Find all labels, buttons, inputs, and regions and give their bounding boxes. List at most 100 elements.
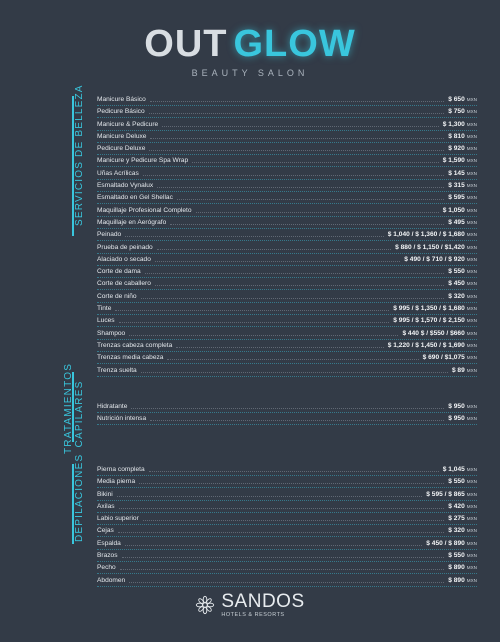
- price-value: $ 995 / $ 1,570 / $ 2,150: [393, 317, 465, 325]
- service-price: $ 595 MXN: [448, 192, 477, 203]
- service-name: Trenzas media cabeza: [97, 354, 164, 362]
- dotted-leader: [150, 134, 445, 139]
- dotted-leader: [131, 404, 445, 409]
- service-name: Tinte: [97, 305, 112, 313]
- dotted-leader: [115, 306, 390, 312]
- service-price: $ 810 MXN: [448, 131, 477, 142]
- service-name: Shampoo: [97, 329, 126, 337]
- service-name: Maquillaje Profesional Completo: [97, 206, 192, 214]
- service-name: Cejas: [97, 527, 114, 535]
- logo-subtitle: BEAUTY SALON: [191, 68, 309, 78]
- dotted-leader: [142, 516, 445, 522]
- currency-label: MXN: [466, 146, 477, 152]
- price-row: Manicure y Pedicure Spa Wrap $ 1,590 MXN: [97, 155, 477, 168]
- service-name: Axilas: [97, 502, 115, 510]
- price-value: $ 1,220 / $ 1,450 / $ 1,690: [387, 341, 465, 349]
- service-price: $ 320 MXN: [448, 525, 477, 536]
- price-value: $ 420: [448, 502, 465, 510]
- currency-label: MXN: [466, 479, 477, 485]
- service-name: Trenza suelta: [97, 366, 137, 374]
- service-price: $ 690 / $1,075 MXN: [423, 352, 477, 363]
- price-row: Pecho $ 890 MXN: [97, 562, 477, 575]
- currency-label: MXN: [466, 367, 477, 373]
- price-value: $ 750: [448, 108, 465, 116]
- service-price: $ 995 / $ 1,350 / $ 1,680 MXN: [393, 303, 477, 314]
- currency-label: MXN: [466, 306, 477, 312]
- dotted-leader: [162, 122, 439, 127]
- currency-label: MXN: [466, 528, 477, 534]
- dotted-leader: [119, 565, 445, 571]
- service-name: Manicure Deluxe: [97, 132, 147, 140]
- currency-label: MXN: [466, 577, 477, 583]
- dotted-leader: [176, 195, 445, 201]
- currency-label: MXN: [466, 170, 477, 176]
- logo-out-text: OUT: [144, 23, 228, 65]
- service-price: $ 145 MXN: [448, 168, 477, 179]
- price-row: Abdomen $ 890 MXN: [97, 575, 477, 587]
- price-row: Uñas Acrílicas $ 145 MXN: [97, 168, 477, 180]
- price-row: Maquillaje Profesional Completo $ 1,050 MX…: [97, 205, 477, 217]
- price-row: Media pierna $ 550 MXN: [97, 476, 477, 489]
- service-price: $ 550 MXN: [448, 550, 477, 561]
- dotted-leader: [167, 355, 419, 361]
- price-row: Manicure Deluxe $ 810 MXN: [97, 131, 477, 143]
- service-name: Manicure & Pedicure: [97, 120, 159, 128]
- price-row: Shampoo $ 440 $ / $550 / $660 MXN: [97, 328, 477, 340]
- service-price: $ 880 / $ 1,150 / $1,420 MXN: [395, 242, 477, 253]
- service-name: Hidratante: [97, 403, 128, 410]
- service-price: $ 315 MXN: [448, 180, 477, 191]
- price-value: $ 1,040 / $ 1,360 / $ 1,680: [387, 231, 465, 239]
- price-value: $ 550: [448, 268, 465, 276]
- service-price: $ 1,300 MXN: [443, 119, 477, 130]
- dotted-leader: [117, 528, 445, 534]
- service-price: $ 550 MXN: [448, 476, 477, 487]
- currency-label: MXN: [466, 293, 477, 299]
- price-row: Trenzas media cabeza $ 690 / $1,075 MXN: [97, 352, 477, 365]
- price-value: $ 880 / $ 1,150 / $1,420: [395, 243, 465, 251]
- price-row: Luces $ 995 / $ 1,570 / $ 2,150 MXN: [97, 315, 477, 328]
- service-price: $ 950 MXN: [448, 413, 477, 424]
- price-row: Axilas $ 420 MXN: [97, 501, 477, 513]
- service-name: Brazos: [97, 552, 118, 560]
- price-value: $ 145: [448, 169, 465, 177]
- price-row: Pedicure Básico $ 750 MXN: [97, 106, 477, 119]
- service-name: Labio superior: [97, 515, 139, 523]
- price-value: $ 450 / $ 890: [426, 539, 465, 547]
- price-row: Hidratante $ 950 MXN: [97, 401, 477, 413]
- dotted-leader: [144, 269, 445, 275]
- currency-label: MXN: [466, 195, 477, 201]
- service-price: $ 1,050 MXN: [443, 205, 477, 216]
- service-price: $ 490 / $ 710 / $ 920 MXN: [404, 254, 477, 265]
- currency-label: MXN: [466, 133, 477, 139]
- service-price: $ 1,220 / $ 1,450 / $ 1,690 MXN: [388, 340, 477, 351]
- service-name: Uñas Acrílicas: [97, 169, 139, 177]
- service-name: Corte de dama: [97, 268, 141, 276]
- service-name: Media pierna: [97, 478, 136, 486]
- price-value: $ 550: [448, 552, 465, 560]
- currency-label: MXN: [466, 269, 477, 275]
- service-name: Maquillaje en Aerógrafo: [97, 218, 167, 226]
- service-price: $ 450 / $ 890 MXN: [426, 538, 477, 549]
- price-value: $ 440 $ / $550 / $660: [402, 329, 465, 337]
- price-row: Prueba de peinado $ 880 / $ 1,150 / $1,42…: [97, 242, 477, 254]
- price-value: $ 490 / $ 710 / $ 920: [404, 255, 465, 263]
- service-name: Peinado: [97, 231, 122, 239]
- service-price: $ 950 MXN: [448, 401, 477, 412]
- service-price: $ 495 MXN: [448, 217, 477, 228]
- service-name: Manicure y Pedicure Spa Wrap: [97, 157, 189, 165]
- service-price: $ 650 MXN: [448, 94, 477, 105]
- service-name: Bikini: [97, 490, 113, 498]
- price-value: $ 275: [448, 515, 465, 523]
- section-tratamientos-capilares: Tratamientos Capilares Hidratante $ 950 MX…: [60, 363, 480, 454]
- price-value: $ 920: [448, 145, 465, 153]
- price-row: Alaciado o secado $ 490 / $ 710 / $ 920 MX…: [97, 254, 477, 266]
- price-row: Pedicure Deluxe $ 920 MXN: [97, 143, 477, 156]
- dotted-leader: [118, 318, 390, 324]
- service-price: $ 595 / $ 865 MXN: [426, 489, 477, 500]
- price-row: Manicure Básico $ 650 MXN: [97, 94, 477, 106]
- service-price: $ 450 MXN: [448, 278, 477, 289]
- dotted-leader: [148, 109, 445, 115]
- currency-label: MXN: [466, 256, 477, 262]
- section-title: Servicios de Belleza: [74, 84, 85, 226]
- service-price: $ 995 / $ 1,570 / $ 2,150 MXN: [393, 315, 477, 326]
